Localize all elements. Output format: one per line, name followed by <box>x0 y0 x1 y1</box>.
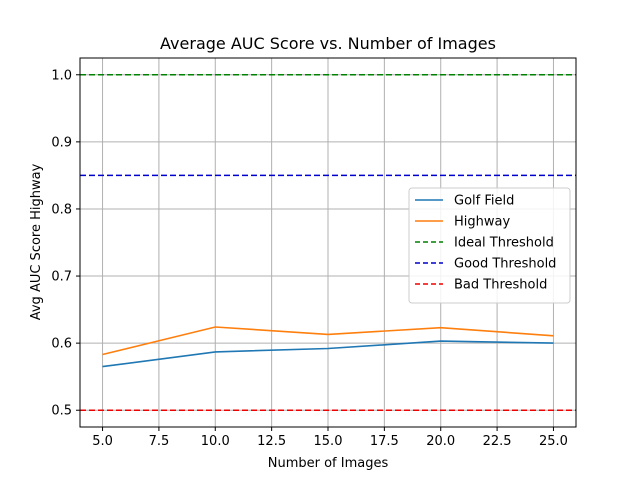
legend-label: Golf Field <box>454 194 514 209</box>
y-tick-label: 0.7 <box>51 270 72 285</box>
y-tick-label: 0.9 <box>51 135 72 150</box>
y-tick-label: 0.8 <box>51 202 72 217</box>
y-tick-label: 1.0 <box>51 68 72 83</box>
y-tick-label: 0.6 <box>51 337 72 352</box>
legend: Golf Field Highway Ideal Threshold Good Thr… <box>408 187 571 304</box>
series-line <box>102 340 554 368</box>
series-line <box>102 326 554 356</box>
y-tick-label: 0.5 <box>51 404 72 419</box>
chart-title: Average AUC Score vs. Number of Images <box>160 34 496 53</box>
y-axis-ticks: 0.5 0.6 0.7 0.8 0.9 1.0 <box>51 68 80 419</box>
x-tick-label: 17.5 <box>370 434 399 449</box>
x-tick-label: 5.0 <box>92 434 113 449</box>
legend-label: Ideal Threshold <box>454 236 554 251</box>
x-tick-label: 25.0 <box>539 434 568 449</box>
x-tick-label: 20.0 <box>426 434 455 449</box>
legend-box <box>408 187 571 304</box>
data-series <box>102 326 554 368</box>
x-tick-label: 10.0 <box>201 434 230 449</box>
x-axis-title: Number of Images <box>268 456 389 471</box>
threshold-lines <box>80 74 576 411</box>
y-axis-title: Avg AUC Score Highway <box>29 163 44 320</box>
x-tick-label: 15.0 <box>314 434 343 449</box>
legend-label: Good Threshold <box>454 257 556 272</box>
x-tick-label: 22.5 <box>483 434 512 449</box>
legend-label: Highway <box>454 215 510 230</box>
legend-label: Bad Threshold <box>454 278 547 293</box>
x-tick-label: 7.5 <box>149 434 170 449</box>
x-axis-ticks: 5.0 7.5 10.0 12.5 15.0 17.5 20.0 22.5 25.0 <box>92 427 568 449</box>
x-tick-label: 12.5 <box>257 434 286 449</box>
